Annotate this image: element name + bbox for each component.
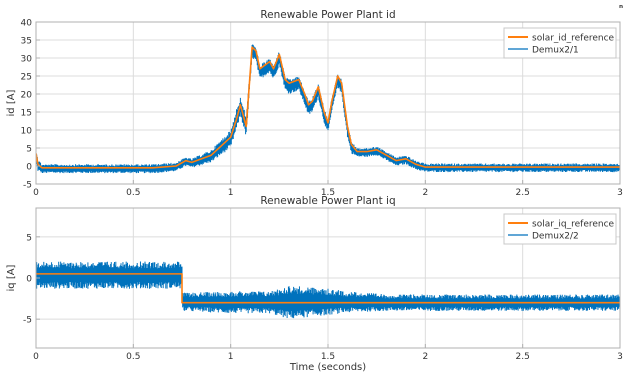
x-tick-label: 0.5 xyxy=(126,188,140,198)
chart-title: Renewable Power Plant id xyxy=(260,9,395,21)
y-tick-label: 20 xyxy=(21,91,33,101)
y-tick-label: 5 xyxy=(26,233,32,243)
legend-box xyxy=(503,213,617,245)
x-tick-label: 0 xyxy=(33,352,39,362)
x-tick-label: 2 xyxy=(422,188,428,198)
y-tick-label: -5 xyxy=(23,181,32,191)
y-tick-label: 25 xyxy=(21,73,32,83)
y-tick-label: 35 xyxy=(21,37,32,47)
x-tick-label: 2.5 xyxy=(516,352,530,362)
y-tick-label: 15 xyxy=(21,109,32,119)
x-tick-label: 2 xyxy=(422,352,428,362)
chart-title: Renewable Power Plant iq xyxy=(260,195,395,207)
subplot-2: -5 0 5 0 0.5 1 1.5 2 2.5 3 Renewable Power Plant i… xyxy=(6,195,623,373)
legend-label-2: Demux2/1 xyxy=(532,46,579,56)
x-tick-label: 0.5 xyxy=(126,352,140,362)
corner-glyph: ⁿ xyxy=(619,4,623,14)
legend-label-1: solar_id_reference xyxy=(532,34,615,44)
y-tick-label: -5 xyxy=(23,316,32,326)
legend-label-2: Demux2/2 xyxy=(532,232,579,242)
x-tick-label: 0 xyxy=(33,188,39,198)
x-tick-label: 1.5 xyxy=(321,352,335,362)
y-tick-label: 0 xyxy=(26,163,32,173)
x-axis-label: Time (seconds) xyxy=(289,362,366,372)
y-axis-label: iq [A] xyxy=(6,264,17,291)
legend: solar_id_reference Demux2/1 xyxy=(503,27,617,59)
series-1-line xyxy=(36,46,620,169)
legend: solar_iq_reference Demux2/2 xyxy=(503,213,617,245)
x-tick-label: 1.5 xyxy=(321,188,335,198)
y-tick-label: 30 xyxy=(21,55,33,65)
y-tick-label: 5 xyxy=(26,145,32,155)
y-tick-label: 40 xyxy=(21,19,33,29)
legend-label-1: solar_iq_reference xyxy=(532,220,615,230)
y-tick-label: 0 xyxy=(26,275,32,285)
legend-box xyxy=(503,27,617,59)
x-tick-label: 3 xyxy=(617,352,623,362)
x-tick-label: 2.5 xyxy=(516,188,530,198)
x-tick-label: 1 xyxy=(228,188,234,198)
tick-labels: -5 0 5 0 0.5 1 1.5 2 2.5 3 xyxy=(23,233,623,362)
x-tick-label: 1 xyxy=(228,352,234,362)
plot-area xyxy=(36,44,620,174)
x-tick-label: 3 xyxy=(617,188,623,198)
plot-area xyxy=(36,261,620,319)
y-axis-label: id [A] xyxy=(6,89,17,116)
series-1-line xyxy=(36,273,620,304)
y-tick-label: 10 xyxy=(21,127,33,137)
